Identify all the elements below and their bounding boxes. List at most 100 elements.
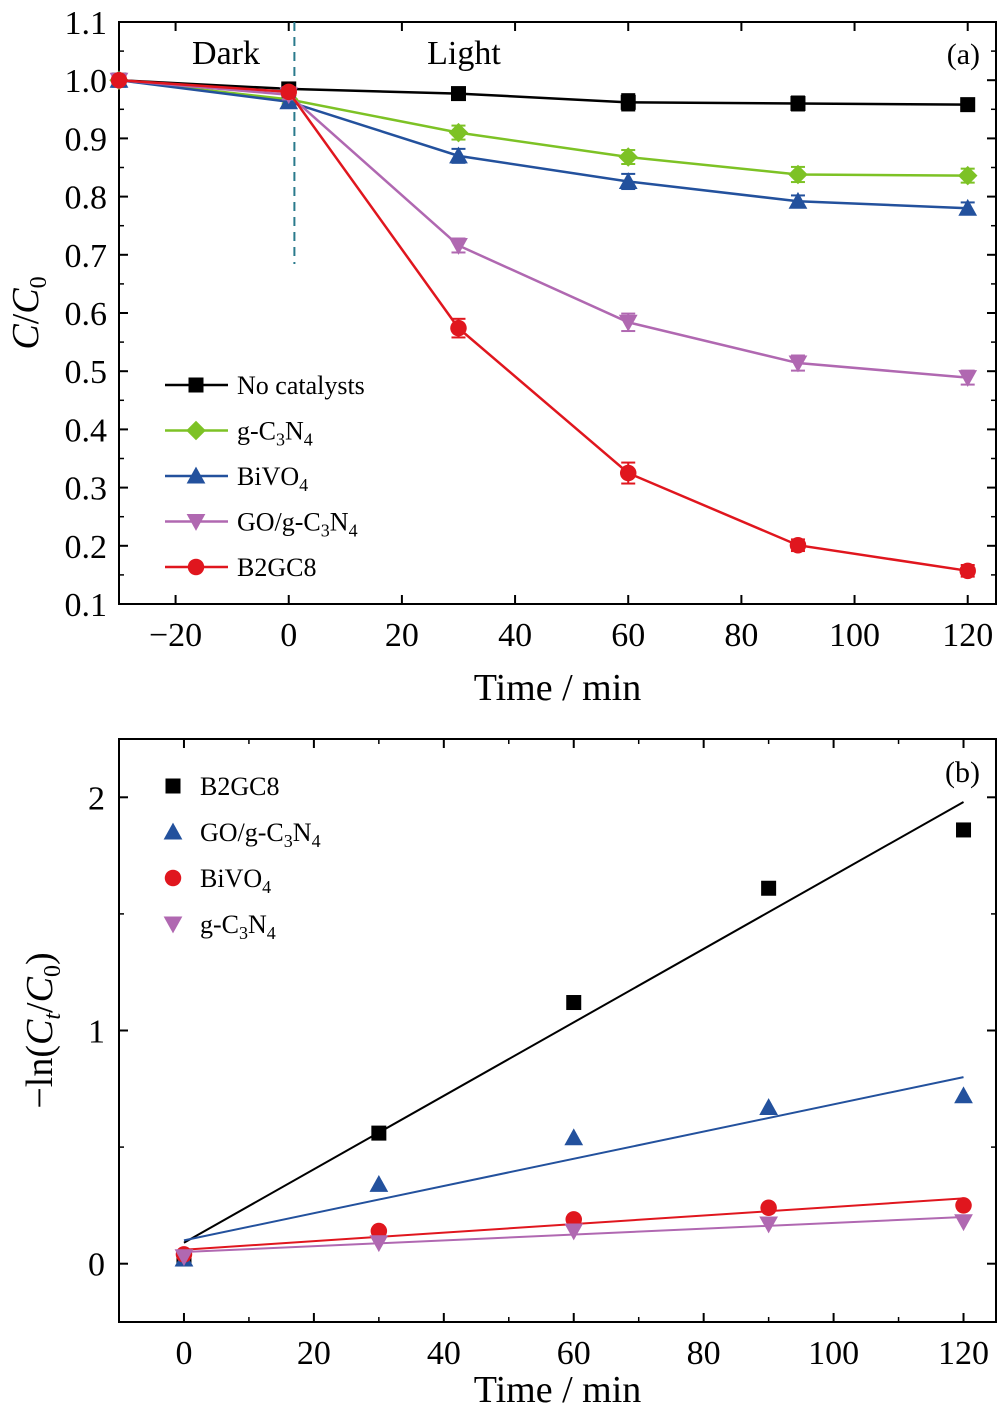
data-point-g-c3n4 [788,164,808,185]
data-point-g-c3n4 [957,165,978,186]
x-tick-label: 20 [297,1335,331,1372]
series-no-catalysts [111,72,976,113]
panel-label-b: (b) [945,756,980,789]
data-point-no-catalysts [790,95,806,111]
x-tick-label: 0 [175,1335,192,1372]
x-tick-label: 60 [557,1335,591,1372]
y-tick-label: 2 [88,780,105,817]
series-b2gc8 [110,71,976,580]
legend-a: No catalysts g-C3N4 BiVO4 GO/g-C3N4 B2GC8 [165,371,365,582]
fit-line-go-g-c3n4 [183,1076,964,1242]
data-point-go-g-c3n4 [788,355,808,373]
data-point-bivo4 [955,1197,972,1214]
data-point-g-c3n4 [954,1214,973,1232]
data-point-go-g-c3n4 [954,1086,973,1104]
legend-label-go-g-c3n4: GO/g-C3N4 [237,508,358,541]
y-tick-label: 0.5 [65,354,108,391]
data-point-no-catalysts [620,94,636,110]
series-b2gc8 [176,801,972,1267]
y-tick-label: 0.4 [65,412,108,449]
legend-label-no-catalysts: No catalysts [237,371,365,400]
series-line-g-c3n4 [118,78,968,177]
x-tick-label: 80 [724,617,758,654]
y-tick-label: 0.2 [65,529,108,566]
y-axis-label-b: −ln(Ct/C0) [19,952,66,1108]
data-point-b2gc8 [956,822,972,838]
data-point-bivo4 [618,172,638,189]
x-tick-label: 120 [942,617,993,654]
legend-label-b2gc8: B2GC8 [237,553,316,582]
data-point-g-c3n4 [369,1235,389,1253]
y-axis-label-a: C/C0 [5,276,52,349]
y-tick-label: 0.7 [65,238,108,275]
legend-marker-no-catalysts [188,377,204,393]
legend-marker-b2gc8 [187,558,205,576]
legend-label-g-c3n4: g-C3N4 [200,910,276,943]
data-point-no-catalysts [960,97,976,113]
legend-label-bivo4: BiVO4 [237,462,308,495]
series-line-no-catalysts [118,78,968,106]
legend-marker-go-g-c3n4 [186,514,206,531]
x-tick-label: 100 [808,1335,859,1372]
fit-line-b2gc8 [183,801,965,1244]
legend-label-b2gc8: B2GC8 [200,772,279,801]
data-point-no-catalysts [450,86,466,102]
data-point-b2gc8 [110,71,128,89]
legend-marker-b2gc8 [165,778,181,794]
x-tick-label: 40 [427,1335,461,1372]
data-point-g-c3n4 [448,122,469,143]
x-tick-label: 40 [498,617,532,654]
x-tick-label: 20 [385,617,419,654]
data-point-bivo4 [788,191,808,209]
series-line-go-g-c3n4 [118,78,968,379]
data-point-g-c3n4 [759,1216,779,1234]
legend-label-bivo4: BiVO4 [200,864,271,897]
y-tick-label: 0.9 [65,121,108,158]
y-tick-label: 0.6 [65,296,108,333]
data-point-b2gc8 [789,536,807,554]
series-g-c3n4 [174,1214,973,1267]
x-tick-label: −20 [149,617,202,654]
data-point-bivo4 [958,198,978,216]
series-go-g-c3n4 [109,72,978,387]
legend-label-g-c3n4: g-C3N4 [237,417,313,450]
data-point-go-g-c3n4 [369,1175,389,1192]
data-point-g-c3n4 [174,1249,194,1267]
data-point-bivo4 [449,146,468,164]
y-tick-label: 0.1 [65,587,108,624]
data-point-go-g-c3n4 [759,1098,779,1115]
legend-marker-g-c3n4 [163,916,183,934]
x-tick-label: 0 [280,617,297,654]
data-point-g-c3n4 [618,147,638,167]
data-point-bivo4 [370,1222,388,1240]
data-point-go-g-c3n4 [618,314,638,332]
data-point-go-g-c3n4 [449,237,468,255]
data-point-b2gc8 [450,319,467,337]
y-tick-label: 1.0 [65,63,108,100]
legend-marker-bivo4 [164,869,182,887]
x-tick-label: 60 [611,617,645,654]
data-point-b2gc8 [280,83,297,101]
data-point-bivo4 [565,1211,582,1228]
series-bivo4 [109,70,978,216]
x-axis-label-b: Time / min [474,1369,642,1409]
data-point-b2gc8 [371,1125,387,1141]
panel-a-degradation-chart: −20 0 20 40 60 80 100 120 0.1 0.2 0.3 0.4 0.5 0.6 0.7 0… [5,5,997,709]
data-point-bivo4 [760,1199,777,1216]
x-axis-label-a: Time / min [474,667,642,709]
data-point-b2gc8 [959,562,976,580]
legend-marker-go-g-c3n4 [163,822,183,840]
data-point-go-g-c3n4 [958,370,978,387]
annotation-dark: Dark [192,35,260,72]
series-line-bivo4 [118,78,968,210]
data-point-b2gc8 [566,995,582,1011]
series-line-b2gc8 [118,78,968,573]
y-tick-label: 1 [88,1014,105,1051]
legend-marker-bivo4 [186,466,206,484]
legend-marker-g-c3n4 [186,420,206,441]
data-point-go-g-c3n4 [564,1128,584,1146]
data-point-b2gc8 [761,880,777,896]
data-point-g-c3n4 [564,1223,584,1241]
panel-label-a: (a) [947,38,980,71]
